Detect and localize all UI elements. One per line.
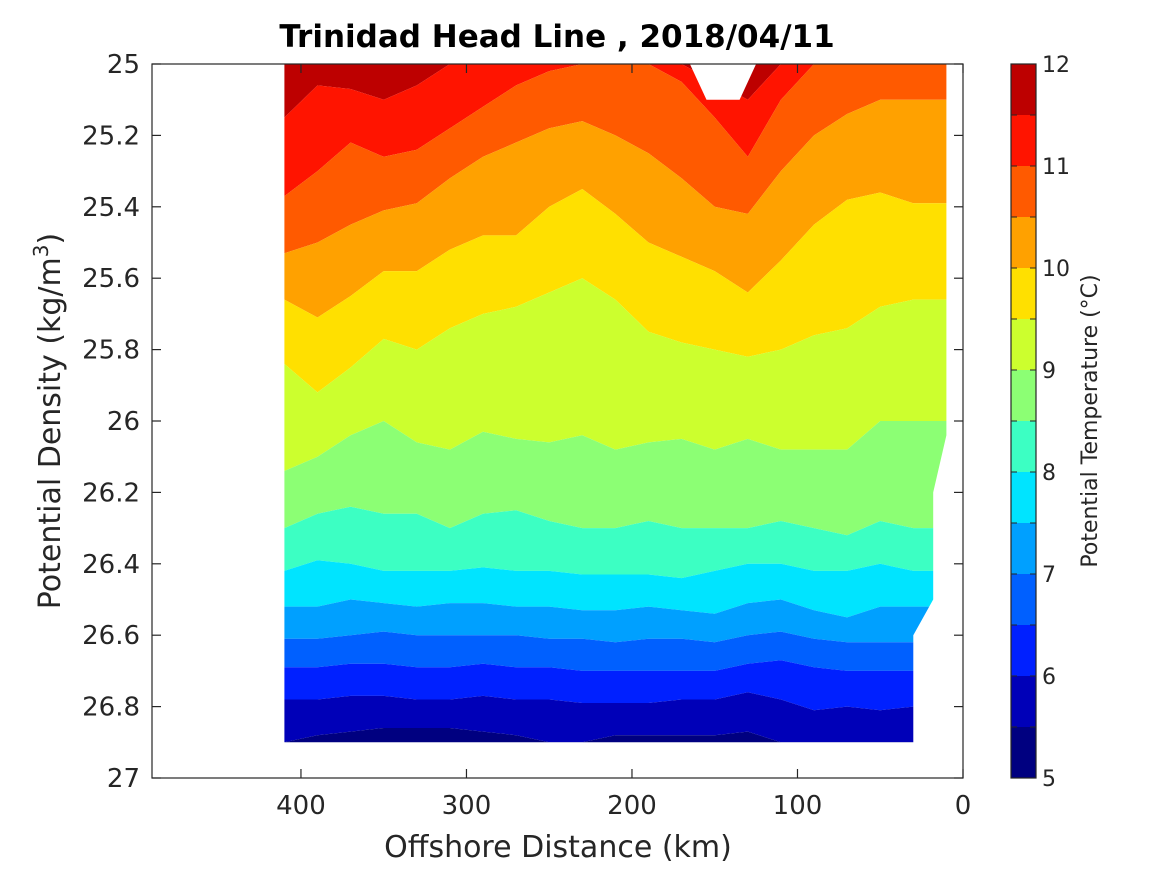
colorbar-segment: [1011, 370, 1036, 421]
y-tick-label: 26.8: [82, 693, 140, 723]
y-axis-label-close: ): [33, 233, 68, 245]
colorbar-segment: [1011, 625, 1036, 676]
colorbar-segment: [1011, 319, 1036, 370]
colorbar-tick-label: 6: [1042, 665, 1056, 690]
y-tick-label: 25.2: [82, 121, 140, 151]
y-tick-label: 26.2: [82, 478, 140, 508]
y-axis-label: Potential Density (kg/m3): [29, 233, 68, 609]
colorbar-tick-label: 10: [1042, 257, 1070, 282]
y-tick-label: 25: [107, 50, 140, 80]
colorbar-segment: [1011, 115, 1036, 166]
colorbar-tick-label: 12: [1042, 53, 1070, 78]
contour-band: [284, 692, 947, 743]
y-axis-ticks: 25 25.2 25.4 25.6 25.8 26 26.2 26.4 26.6 26.8 27: [82, 50, 963, 794]
colorbar-segment: [1011, 676, 1036, 727]
contour-band: [284, 421, 947, 536]
x-axis-label: Offshore Distance (km): [384, 830, 732, 865]
colorbar-tick-label: 9: [1042, 359, 1056, 384]
colorbar-tick-label: 8: [1042, 461, 1056, 486]
colorbar-segment: [1011, 472, 1036, 523]
y-tick-label: 25.8: [82, 336, 140, 366]
x-tick-label: 300: [442, 791, 492, 821]
colorbar: [1010, 63, 1037, 779]
plot-area: 400 300 200 100 0 25 25.2 25.4 25.6 25.8 26 26.2 26…: [82, 50, 971, 821]
contour-band: [284, 560, 947, 618]
y-tick-label: 25.4: [82, 193, 140, 223]
contour-band: [284, 64, 947, 254]
x-tick-label: 400: [276, 791, 326, 821]
colorbar-tick-label: 11: [1042, 155, 1070, 180]
y-tick-label: 27: [107, 764, 140, 794]
y-tick-label: 25.6: [82, 264, 140, 294]
colorbar-segment: [1011, 574, 1036, 625]
x-tick-label: 0: [955, 791, 972, 821]
no-data-regions: [689, 64, 757, 100]
y-tick-label: 26: [107, 407, 140, 437]
chart-title: Trinidad Head Line , 2018/04/11: [279, 19, 834, 55]
y-tick-label: 26.6: [82, 621, 140, 651]
colorbar-ticks: 5 6 7 8 9 10 11 12: [1011, 53, 1070, 792]
colorbar-segment: [1011, 523, 1036, 574]
colorbar-label: Potential Temperature (°C): [1078, 274, 1103, 567]
x-tick-label: 200: [607, 791, 657, 821]
contour-band: [284, 506, 947, 579]
x-tick-label: 100: [773, 791, 823, 821]
colorbar-segment: [1011, 166, 1036, 217]
contour-band: [284, 189, 947, 393]
colorbar-tick-label: 7: [1042, 563, 1056, 588]
no-data-gap: [689, 64, 757, 100]
contour-band: [284, 660, 947, 711]
colorbar-segment: [1011, 727, 1036, 778]
contour-fill-layer: [284, 64, 947, 743]
y-axis-label-superscript: 3: [29, 244, 53, 257]
colorbar-tick-label: 5: [1042, 767, 1056, 792]
colorbar-segment: [1011, 421, 1036, 472]
contour-band: [284, 631, 947, 671]
contour-band: [284, 599, 947, 643]
x-axis-ticks: 400 300 200 100 0: [276, 64, 971, 821]
contour-band: [284, 278, 947, 471]
contour-band: [284, 64, 947, 197]
colorbar-segment: [1011, 268, 1036, 319]
y-axis-label-text: Potential Density (kg/m: [33, 257, 68, 609]
colorbar-segment: [1011, 217, 1036, 268]
contour-band: [284, 99, 947, 318]
y-tick-label: 26.4: [82, 550, 140, 580]
colorbar-segment: [1011, 64, 1036, 115]
